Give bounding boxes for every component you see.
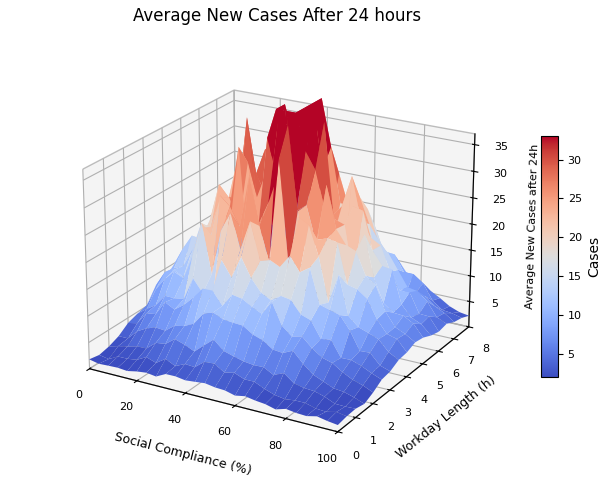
Y-axis label: Cases: Cases [587,236,601,277]
X-axis label: Social Compliance (%): Social Compliance (%) [113,430,253,478]
Y-axis label: Workday Length (h): Workday Length (h) [394,373,498,461]
Title: Average New Cases After 24 hours: Average New Cases After 24 hours [133,7,421,25]
